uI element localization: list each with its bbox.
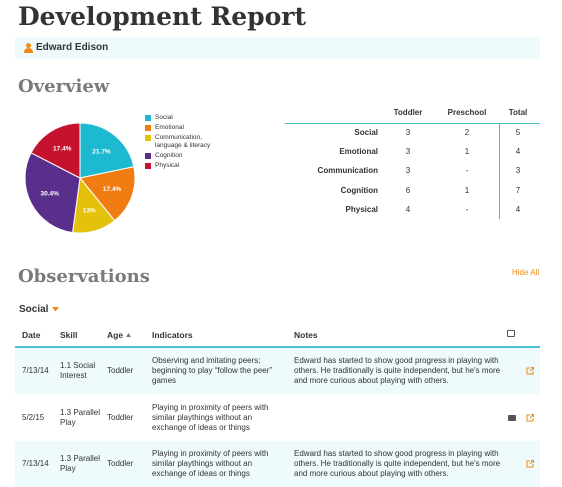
legend-item: Social [145,114,225,122]
summary-column-header: Total [508,108,528,117]
summary-cell: 1 [464,185,470,195]
legend-item: Emotional [145,124,225,132]
summary-row-label: Social [354,128,378,137]
pie-slice [79,166,136,222]
date-cell: 5/2/15 [22,412,45,422]
section-title[interactable]: Social [19,304,49,315]
column-header[interactable]: Age [107,330,124,340]
indicators-cell: Observing and imitating peers; beginning… [152,356,273,385]
pie-slice [79,122,135,179]
summary-row-label: Cognition [340,185,378,195]
summary-cell: 3 [515,166,521,176]
age-cell: Toddler [107,459,134,468]
slice-label: 30.4% [41,190,60,197]
child-name: Edward Edison [36,42,109,53]
pie-chart: 21.7% 17.4% 13% 30.4% 17.4% [24,122,136,234]
legend: Social Emotional Communication, language &… [145,114,225,172]
legend-swatch [145,135,151,141]
age-cell: Toddler [107,412,134,422]
slice-label: 17.4% [53,146,72,153]
notes-cell: Edward has started to show good progress… [294,356,501,385]
date-cell: 7/13/14 [22,366,49,375]
column-header: Skill [60,330,78,340]
slice-label: 13% [83,208,96,215]
column-header: Notes [294,330,318,340]
age-cell: Toddler [107,366,134,375]
legend-label: Cognition [155,152,183,159]
summary-cell: 5 [515,128,521,137]
summary-cell: 1 [464,147,470,157]
sort-icon[interactable] [126,333,131,337]
summary-cell: 3 [405,147,411,157]
legend-label: Social [155,114,173,121]
observations-heading: Observations [18,266,150,287]
page-title: Development Report [18,2,307,31]
observation-row [15,348,540,394]
child-bar: Edward Edison [15,37,540,59]
date-cell: 7/13/14 [22,459,49,468]
summary-cell: 6 [405,185,411,195]
image-icon[interactable] [508,414,516,421]
summary-column-rule [499,124,500,219]
hide-all-link[interactable]: Hide All [512,268,540,277]
section-caret[interactable] [52,307,59,312]
observation-row [15,441,540,487]
summary-column-header: Preschool [447,108,487,117]
summary-cell: 2 [464,128,470,137]
summary-row-label: Communication [317,166,378,176]
legend-swatch [145,163,151,169]
legend-label: Communication, language & literacy [155,134,211,149]
observation-row [15,394,540,441]
column-header: Date [22,330,41,340]
open-link-icon[interactable] [526,413,534,422]
media-column-icon [507,330,515,337]
legend-item: Cognition [145,152,225,160]
summary-table: Toddler Preschool Total Social 3 2 5 Emotional 3… [0,0,562,240]
legend-item: Communication, language & literacy [145,134,225,150]
summary-cell: 4 [515,204,521,214]
skill-cell: 1.3 Parallel Play [60,407,101,427]
legend-label: Emotional [155,124,184,131]
slice-label: 21.7% [92,148,111,155]
summary-header-rule [285,123,540,124]
skill-cell: 1.3 Parallel Play [60,454,101,473]
open-link-icon[interactable] [526,460,534,468]
summary-row-label: Emotional [339,147,378,157]
legend-item: Physical [145,162,225,170]
slice-label: 17.4% [103,186,122,193]
indicators-cell: Playing in proximity of peers with simil… [152,449,269,478]
legend-swatch [145,125,151,131]
notes-cell: Edward has started to show good progress… [294,449,501,478]
open-link-icon[interactable] [526,367,534,375]
summary-cell: 3 [405,166,411,176]
person-icon [24,43,33,53]
summary-column-header: Toddler [393,108,423,117]
summary-cell: 4 [515,147,521,157]
summary-cell: - [465,204,469,214]
legend-label: Physical [155,162,180,169]
skill-cell: 1.1 Social Interest [60,361,96,380]
summary-cell: 3 [405,128,411,137]
column-header: Indicators [152,330,193,340]
pie-slice [24,152,81,234]
pie-slice [30,122,81,179]
summary-cell: 7 [515,185,521,195]
header-rule [15,346,540,348]
legend-swatch [145,153,151,159]
summary-cell: - [465,166,469,176]
summary-row-label: Physical [345,204,378,214]
summary-cell: 4 [405,204,411,214]
overview-heading: Overview [18,76,110,97]
indicators-cell: Playing in proximity of peers with simil… [152,402,269,432]
legend-swatch [145,115,151,121]
